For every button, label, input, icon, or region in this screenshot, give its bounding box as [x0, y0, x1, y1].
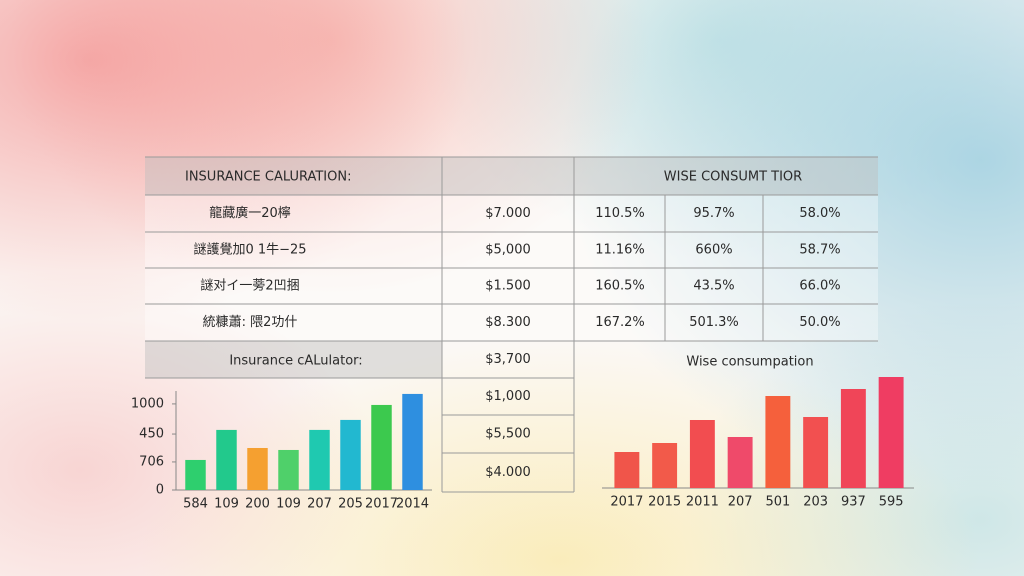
cell-text: 95.7% [693, 206, 734, 221]
cell-text: 160.5% [595, 279, 645, 294]
cell-text: 龍藏廣一20檸 [209, 205, 291, 221]
bar [402, 393, 423, 490]
cell-text: 11.16% [595, 243, 645, 258]
x-tick-label: 2014 [396, 497, 429, 512]
y-tick-label: 0 [156, 483, 164, 498]
x-tick-label: 205 [338, 497, 363, 512]
cell-text: 660% [695, 243, 732, 258]
bar [652, 443, 678, 488]
amount: $3,700 [485, 352, 531, 367]
cell-text: 167.2% [595, 315, 645, 330]
cell-text: 501.3% [689, 315, 739, 330]
x-tick-label: 584 [183, 497, 208, 512]
bar [765, 396, 791, 488]
cell-text: $7.000 [485, 206, 531, 221]
y-tick-label: 450 [139, 427, 164, 442]
bar [278, 449, 299, 490]
cell-text: 43.5% [693, 279, 734, 294]
cell-text: 謎对イ一蒡2凹捆 [200, 279, 299, 294]
x-tick-label: 2011 [686, 495, 719, 510]
bar [840, 389, 866, 488]
bar [878, 377, 904, 488]
bar [216, 429, 237, 490]
cell-text: $1.500 [485, 279, 531, 294]
x-tick-label: 501 [765, 495, 790, 510]
amount: $4.000 [485, 465, 531, 480]
x-tick-label: 203 [803, 495, 828, 510]
cell-text: 統糠蕭: 隈2功什 [203, 314, 298, 330]
y-tick-label: 706 [139, 454, 164, 469]
bar [689, 420, 715, 488]
cell-text: 110.5% [595, 206, 645, 221]
cell-text: 謎護覺加0 1牛−25 [193, 242, 306, 258]
bar [803, 417, 829, 488]
bar [727, 437, 753, 488]
x-tick-label: 2017 [365, 497, 398, 512]
x-tick-label: 937 [841, 495, 866, 510]
bar [614, 452, 640, 488]
cell-text: $5,000 [485, 243, 531, 258]
bar [247, 447, 268, 490]
bar [309, 429, 330, 490]
bar [340, 419, 361, 490]
cell-text: $8.300 [485, 315, 531, 330]
consumption-title: Wise consumpation [686, 355, 813, 370]
cell-text: 66.0% [799, 279, 840, 294]
x-tick-label: 2017 [610, 495, 643, 510]
header-right: WISE CONSUMT TIOR [664, 170, 802, 185]
cell-text: 58.0% [799, 206, 840, 221]
x-tick-label: 2015 [648, 495, 681, 510]
amount: $5,500 [485, 427, 531, 442]
x-tick-label: 207 [307, 497, 332, 512]
calculator-title: Insurance cALulator: [229, 354, 362, 369]
bar [371, 404, 392, 490]
calc-header-bg [145, 341, 442, 378]
cell-text: 58.7% [799, 243, 840, 258]
x-tick-label: 109 [276, 497, 301, 512]
y-tick-label: 1000 [131, 396, 164, 411]
header-bg [145, 157, 878, 195]
x-tick-label: 200 [245, 497, 270, 512]
cell-text: 50.0% [799, 315, 840, 330]
header-left: INSURANCE CALURATION: [185, 170, 351, 185]
x-tick-label: 109 [214, 497, 239, 512]
amount: $1,000 [485, 389, 531, 404]
bar [185, 459, 206, 490]
x-tick-label: 207 [728, 495, 753, 510]
x-tick-label: 595 [879, 495, 904, 510]
